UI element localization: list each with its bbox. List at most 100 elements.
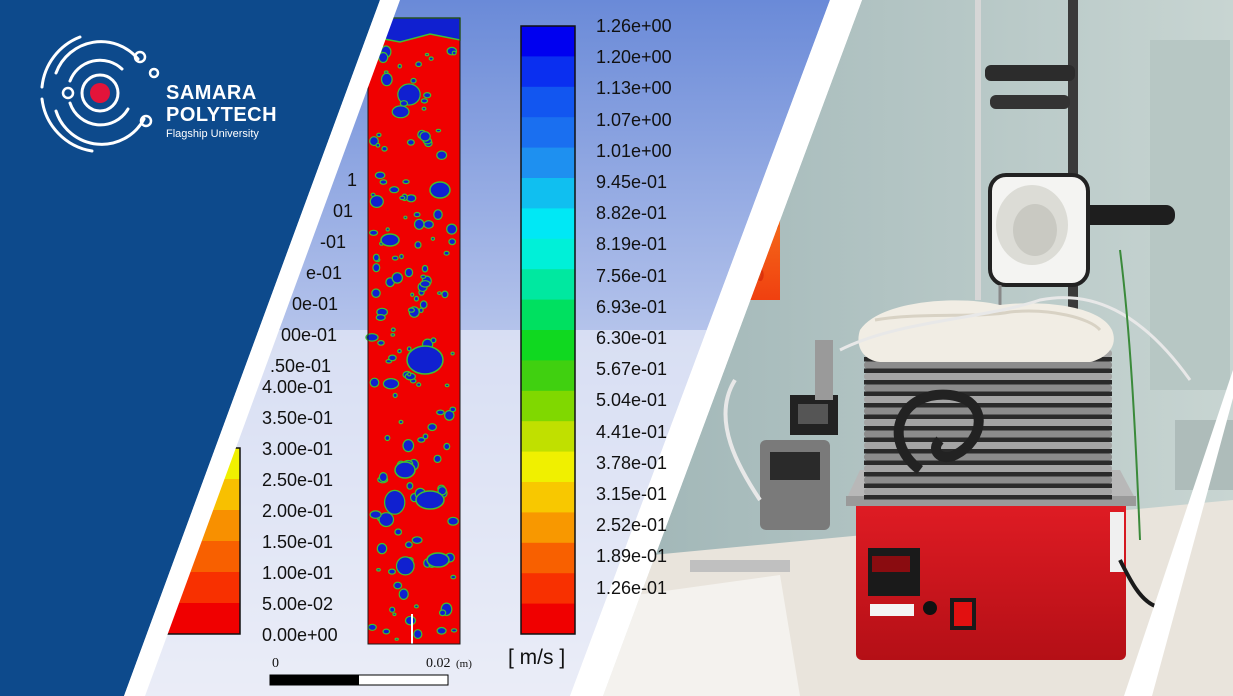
gas-bubble xyxy=(388,568,397,575)
colormap-swatch xyxy=(521,238,575,270)
left-scale-label: 01 xyxy=(333,201,354,221)
left-scale-label: 5.00e-02 xyxy=(262,594,334,614)
left-scale-label: .50e-01 xyxy=(270,356,332,376)
left-scale-label: 0e-01 xyxy=(292,294,339,314)
colormap-swatch xyxy=(521,299,575,331)
gas-bubble xyxy=(369,229,379,236)
gas-bubble xyxy=(415,61,423,68)
right-scale-label: 6.30e-01 xyxy=(596,328,668,348)
gas-bubble xyxy=(381,145,388,152)
gas-bubble xyxy=(382,378,400,390)
right-scale-label: 1.01e+00 xyxy=(596,140,672,161)
gas-bubble xyxy=(436,150,448,160)
brand-tagline: Flagship University xyxy=(166,128,259,140)
gas-bubble xyxy=(450,628,458,633)
gas-bubble xyxy=(404,267,414,278)
left-scale-label: 4.00e-01 xyxy=(262,377,334,397)
right-scale-label: 1.26e+00 xyxy=(596,16,672,36)
right-scale-label: 4.41e-01 xyxy=(596,421,668,442)
gas-bubble xyxy=(419,280,431,288)
gas-bubble xyxy=(437,291,442,296)
thermocouple-icon xyxy=(893,389,984,474)
gas-bubble xyxy=(394,461,416,479)
left-scale-label: 1.50e-01 xyxy=(262,532,334,552)
left-scale-label: 2.50e-01 xyxy=(262,470,334,490)
colormap-swatch xyxy=(521,451,575,483)
left-scale-label: 3.50e-01 xyxy=(262,408,334,428)
right-scale-label: 5.67e-01 xyxy=(596,359,668,380)
gas-bubble xyxy=(422,433,429,440)
gas-bubble xyxy=(376,132,382,138)
right-scale-label: 1.89e-01 xyxy=(596,546,668,567)
gas-bubble xyxy=(392,612,397,617)
gas-bubble xyxy=(407,307,415,313)
gas-bubble xyxy=(417,437,426,443)
gas-bubble xyxy=(391,272,403,284)
gas-bubble xyxy=(420,98,429,104)
gas-bubble xyxy=(424,52,430,57)
right-scale-label: 2.52e-01 xyxy=(596,515,668,536)
gas-bubble xyxy=(399,100,409,107)
colormap-swatch xyxy=(521,26,575,57)
colormap-swatch xyxy=(521,56,575,88)
colormap-swatch xyxy=(521,603,575,635)
gas-bubble xyxy=(406,482,414,490)
right-scale-label: 1.13e+00 xyxy=(596,78,672,99)
right-scale-label: 3.78e-01 xyxy=(596,452,668,473)
gas-bubble xyxy=(418,307,424,314)
left-scale-label: 1.00e-01 xyxy=(262,563,334,583)
gas-bubble xyxy=(441,290,449,299)
gas-bubble xyxy=(429,181,451,199)
gas-bubble xyxy=(430,337,437,344)
gas-bubble xyxy=(446,223,458,235)
gas-bubble xyxy=(394,528,403,536)
gas-bubble xyxy=(365,333,379,342)
gas-bubble xyxy=(389,606,396,613)
gas-bubble xyxy=(375,314,386,322)
gas-bubble xyxy=(398,419,404,425)
gas-bubble xyxy=(438,609,447,617)
colormap-swatch xyxy=(521,117,575,149)
gas-bubble xyxy=(393,581,403,590)
gas-bubble xyxy=(371,288,381,298)
gas-bubble xyxy=(449,406,457,413)
left-scale-label: 3.00e-01 xyxy=(262,439,334,459)
scale-bar-unit-label: (m) xyxy=(456,658,472,670)
concentric-orbit-logo xyxy=(40,35,160,153)
colormap-swatch xyxy=(521,178,575,209)
gas-bubble xyxy=(450,351,455,356)
gas-bubble xyxy=(380,233,400,247)
right-scale-label: 9.45e-01 xyxy=(596,172,668,192)
gas-bubble xyxy=(447,516,459,526)
left-brand-panel xyxy=(0,0,380,696)
gas-bubble xyxy=(378,472,388,483)
right-scale-label: 7.56e-01 xyxy=(596,265,668,286)
brand-name-line2: POLYTECH xyxy=(166,104,278,126)
gas-bubble xyxy=(416,382,422,387)
gas-bubble xyxy=(410,292,415,297)
right-scale-label: 1.07e+00 xyxy=(596,109,672,130)
right-scale-label: 5.04e-01 xyxy=(596,390,668,411)
gas-bubble xyxy=(369,510,382,519)
gas-bubble xyxy=(385,227,390,232)
colormap-swatch xyxy=(521,86,575,118)
gas-bubble xyxy=(413,629,423,640)
gas-bubble xyxy=(391,105,410,119)
gas-bubble xyxy=(389,186,400,194)
left-scale-label: -01 xyxy=(320,232,347,252)
bubble-simulation-column xyxy=(365,17,461,645)
gas-bubble xyxy=(450,574,457,580)
gas-bubble xyxy=(395,556,415,576)
gas-bubble xyxy=(369,377,380,388)
right-scale-label: 8.82e-01 xyxy=(596,203,668,224)
gas-bubble xyxy=(399,253,404,260)
gas-bubble xyxy=(397,63,403,69)
gas-bubble xyxy=(448,238,457,246)
gas-bubble xyxy=(405,194,417,203)
velocity-unit-label: [ m/s ] xyxy=(508,646,566,669)
gas-bubble xyxy=(428,56,434,61)
colormap-swatch xyxy=(521,573,575,605)
colormap-swatch xyxy=(521,482,575,513)
gas-bubble xyxy=(406,345,444,375)
gas-bubble xyxy=(413,211,421,218)
